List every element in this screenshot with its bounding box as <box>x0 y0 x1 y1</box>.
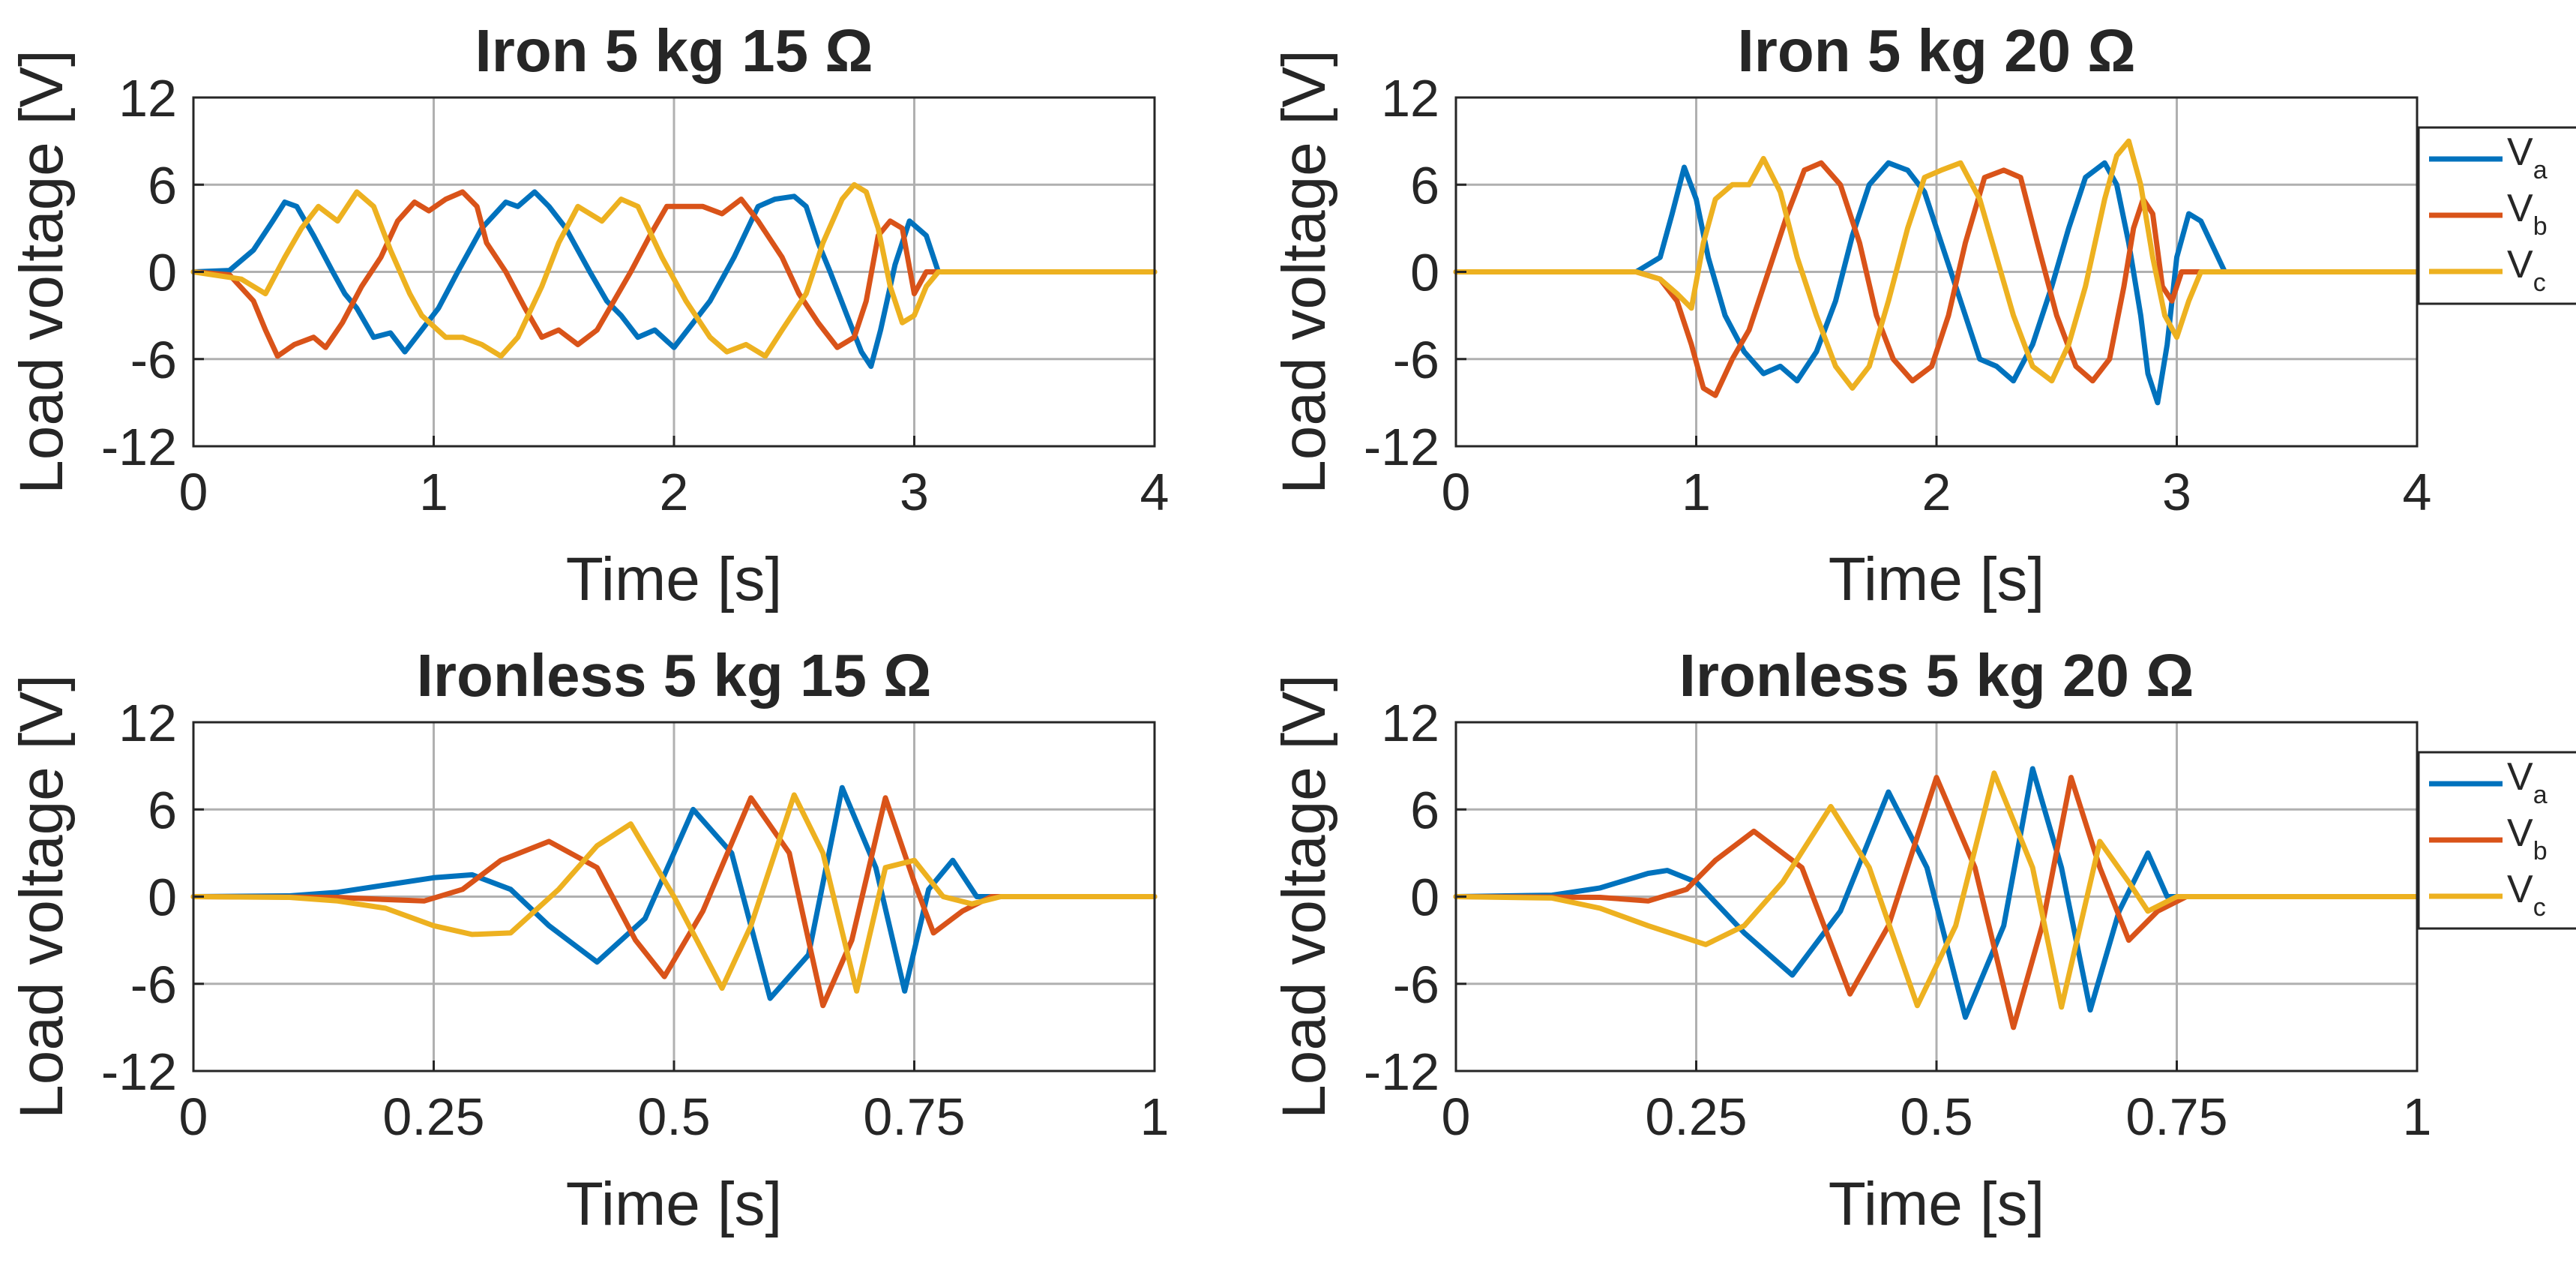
y-tick-label: -12 <box>1364 1042 1439 1101</box>
y-axis-label: Load voltage [V] <box>7 674 76 1119</box>
series-line-vb <box>190 795 1158 1009</box>
series-line-va <box>1453 160 2420 406</box>
x-tick-label: 3 <box>900 463 929 521</box>
x-axis-label: Time [s] <box>566 545 783 614</box>
y-axis-label: Load voltage [V] <box>1270 674 1338 1119</box>
series-line-va <box>190 189 1158 369</box>
x-tick-label: 1 <box>1140 1088 1170 1146</box>
y-tick-label: 6 <box>1410 781 1439 839</box>
chart-title: Ironless 5 kg 15 Ω <box>417 642 932 709</box>
y-tick-label: 0 <box>1410 244 1439 302</box>
series-line-vc <box>1453 770 2420 1010</box>
x-tick-label: 0.5 <box>637 1088 710 1146</box>
x-axis-label: Time [s] <box>1829 1170 2045 1238</box>
x-tick-label: 0.25 <box>382 1088 484 1146</box>
y-tick-label: -6 <box>130 331 177 389</box>
x-tick-label: 0 <box>179 463 208 521</box>
x-tick-label: 2 <box>1922 463 1951 521</box>
y-tick-label: -12 <box>101 418 177 476</box>
series-line-vb <box>1453 160 2420 398</box>
y-tick-label: 12 <box>118 694 177 752</box>
x-axis-label: Time [s] <box>1829 545 2045 614</box>
x-axis-label: Time [s] <box>566 1170 783 1238</box>
series-line-vc <box>190 182 1158 359</box>
x-tick-label: 0 <box>1442 463 1471 521</box>
series-line-vc <box>1453 138 2420 391</box>
y-tick-label: -12 <box>1364 418 1439 476</box>
y-tick-label: 0 <box>148 244 177 302</box>
x-tick-label: 4 <box>2403 463 2432 521</box>
chart-panel-4: 0 0.25 0.5 0.75 1 12 6 0 -6 -12 Ironless 5 kg 20 Ω… <box>1270 642 2576 1238</box>
x-tick-label: 3 <box>2162 463 2191 521</box>
x-tick-label: 1 <box>1682 463 1711 521</box>
y-tick-label: 12 <box>1381 69 1439 128</box>
series-line-vb <box>190 189 1158 359</box>
x-tick-label: 0.75 <box>2125 1088 2227 1146</box>
y-tick-label: -6 <box>130 956 177 1014</box>
chart-title: Iron 5 kg 20 Ω <box>1738 17 2136 84</box>
y-tick-label: -6 <box>1393 331 1439 389</box>
x-tick-label: 0.75 <box>863 1088 965 1146</box>
series-line-vb <box>1453 775 2420 1030</box>
chart-panel-3: 0 0.25 0.5 0.75 1 12 6 0 -6 -12 Ironless 5 kg 15 Ω… <box>7 642 1169 1238</box>
x-tick-label: 0 <box>179 1088 208 1146</box>
y-tick-label: -12 <box>101 1042 177 1101</box>
x-tick-label: 4 <box>1140 463 1170 521</box>
y-tick-label: 12 <box>118 69 177 128</box>
y-tick-label: 12 <box>1381 694 1439 752</box>
x-tick-label: 0.25 <box>1645 1088 1747 1146</box>
y-tick-label: 0 <box>1410 868 1439 927</box>
x-tick-label: 1 <box>419 463 448 521</box>
y-axis-label: Load voltage [V] <box>1270 50 1338 494</box>
y-tick-label: -6 <box>1393 956 1439 1014</box>
x-tick-label: 2 <box>660 463 689 521</box>
y-tick-label: 6 <box>148 781 177 839</box>
series-line-va <box>1453 766 2420 1020</box>
x-tick-label: 0 <box>1442 1088 1471 1146</box>
chart-title: Iron 5 kg 15 Ω <box>475 17 873 84</box>
y-axis-label: Load voltage [V] <box>7 50 76 494</box>
y-tick-label: 6 <box>148 156 177 214</box>
y-tick-label: 6 <box>1410 156 1439 214</box>
x-tick-label: 1 <box>2403 1088 2432 1146</box>
series-line-vc <box>190 792 1158 994</box>
chart-title: Ironless 5 kg 20 Ω <box>1679 642 2194 709</box>
y-tick-label: 0 <box>148 868 177 927</box>
x-tick-label: 0.5 <box>1900 1088 1972 1146</box>
series-line-va <box>190 784 1158 1001</box>
